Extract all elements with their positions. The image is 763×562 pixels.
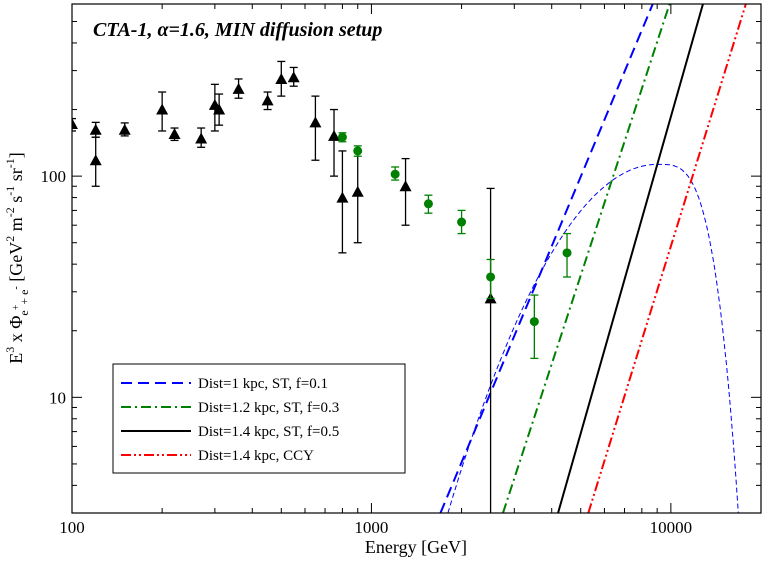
y-label-sub-mid: + e (17, 290, 31, 305)
circle-marker (423, 199, 433, 209)
triangle-marker (213, 103, 226, 115)
points-layer (72, 60, 572, 513)
y-label-sr-exp: -1 (3, 158, 17, 168)
y-label-s-exp: -1 (3, 186, 17, 196)
triangle-marker (156, 103, 169, 115)
triangle-marker (118, 123, 131, 135)
y-tick-label: 10 (49, 388, 66, 407)
x-tick-label: 10000 (650, 518, 693, 537)
triangle-marker (89, 154, 102, 166)
triangle-marker (72, 118, 78, 130)
y-label-e-exp: 3 (3, 347, 17, 353)
circle-point (423, 194, 433, 214)
y-label-e: E (6, 353, 26, 364)
x-tick-label: 1000 (354, 518, 388, 537)
circle-point (486, 258, 496, 300)
y-label-gev-exp: 2 (3, 236, 17, 242)
curves-layer (439, 4, 747, 513)
circle-marker (353, 146, 363, 156)
triangle-marker (168, 128, 181, 140)
y-label-m-exp: -2 (3, 207, 17, 217)
circle-point (562, 232, 572, 278)
legend-label-2: Dist=1.4 kpc, ST, f=0.5 (198, 424, 339, 440)
circle-marker (337, 132, 347, 142)
triangle-point (195, 127, 208, 148)
circle-point (529, 294, 539, 360)
y-label-sub-minus: - (11, 286, 22, 289)
y-label-s: s (6, 196, 26, 208)
chart-title: CTA-1, α=1.6, MIN diffusion setup (93, 19, 382, 41)
y-label-m: m (6, 217, 26, 236)
triangle-point (168, 127, 181, 142)
triangle-point (275, 60, 288, 97)
y-label-units-close: ] (6, 152, 26, 158)
legend: Dist=1 kpc, ST, f=0.1 Dist=1.2 kpc, ST, … (112, 363, 406, 474)
y-label-sub-e: e (17, 310, 31, 315)
triangle-marker (351, 185, 364, 197)
triangle-marker (309, 116, 322, 128)
y-axis-label: E3 x Φe++ e- [GeV2 m-2 s-1 sr-1] (3, 152, 31, 364)
circle-point (390, 166, 400, 181)
triangle-marker (399, 180, 412, 192)
triangle-point (328, 108, 341, 177)
triangle-point (213, 93, 226, 126)
triangle-marker (336, 191, 349, 203)
x-tick-label: 100 (59, 518, 85, 537)
circle-marker (562, 248, 572, 258)
model-curve-0 (439, 4, 654, 513)
circle-point (353, 145, 363, 157)
circle-marker (486, 272, 496, 282)
triangle-point (399, 157, 412, 226)
y-label-times-phi: x Φ (6, 316, 26, 347)
circle-marker (457, 217, 467, 227)
model-curve-4 (587, 4, 747, 513)
triangle-point (336, 150, 349, 254)
y-label-units-open: [GeV (6, 242, 26, 286)
y-tick-label: 100 (41, 167, 67, 186)
plot-frame (71, 3, 762, 514)
x-axis-label: Energy [GeV] (365, 537, 467, 557)
triangle-point (156, 91, 169, 132)
labels-layer: 100 1000 10000 10 100 (41, 167, 693, 537)
triangle-marker (275, 72, 288, 84)
triangle-marker (287, 71, 300, 83)
triangle-marker (261, 94, 274, 106)
triangle-point (287, 66, 300, 87)
triangle-point (261, 91, 274, 111)
triangle-point (89, 136, 102, 187)
triangle-marker (328, 129, 341, 141)
triangle-point (232, 78, 245, 99)
legend-label-3: Dist=1.4 kpc, CCY (198, 448, 314, 464)
y-label-sr: sr (6, 168, 26, 186)
triangle-marker (232, 82, 245, 94)
triangle-marker (89, 123, 102, 135)
legend-label-0: Dist=1 kpc, ST, f=0.1 (198, 376, 328, 392)
model-curve-3 (557, 4, 704, 513)
triangle-point (72, 117, 78, 132)
circle-marker (390, 169, 400, 179)
triangle-point (309, 95, 322, 161)
circle-point (457, 209, 467, 235)
triangle-point (118, 122, 131, 137)
circle-point (337, 132, 347, 143)
legend-label-1: Dist=1.2 kpc, ST, f=0.3 (198, 400, 339, 416)
y-label-sub-plus: + (11, 304, 22, 310)
circle-marker (529, 317, 539, 327)
model-curve-2 (502, 4, 671, 513)
triangle-marker (195, 132, 208, 144)
model-curve-1 (447, 163, 739, 513)
